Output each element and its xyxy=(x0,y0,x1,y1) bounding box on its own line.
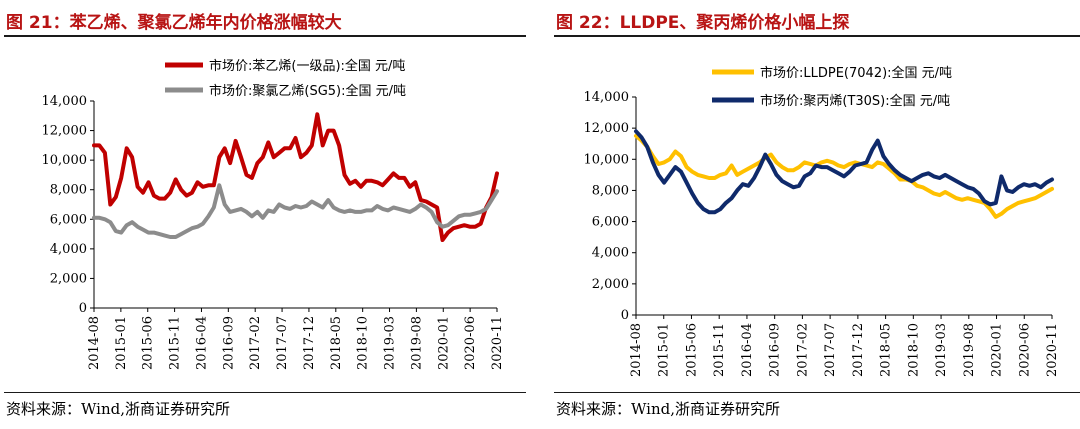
x-tick-label: 2015-11 xyxy=(712,323,727,377)
chart-plot-area: 0 2,000 4,000 6,000 8,000 10,000 12,000 14,000 2… xyxy=(584,65,1061,377)
y-tick-label: 4,000 xyxy=(50,242,87,257)
x-tick-label: 2020-06 xyxy=(463,316,478,370)
y-tick-label: 10,000 xyxy=(42,153,88,168)
x-tick-label: 2017-02 xyxy=(795,323,810,377)
title-rule xyxy=(554,35,1080,37)
x-tick-label: 2018-05 xyxy=(879,323,894,377)
source-rule xyxy=(4,392,526,393)
chart-panel-right: 图 22：LLDPE、聚丙烯价格小幅上探 0 2,000 4,000 6,000 8,0… xyxy=(550,0,1080,429)
source-rule xyxy=(554,392,1080,393)
y-tick-label: 14,000 xyxy=(42,94,88,109)
legend-label: 市场价:聚氯乙烯(SG5):全国 元/吨 xyxy=(209,83,406,99)
x-tick-label: 2014-08 xyxy=(87,316,102,370)
y-tick-label: 6,000 xyxy=(50,212,87,227)
x-tick-label: 2017-07 xyxy=(275,316,290,370)
y-tick-label: 8,000 xyxy=(50,183,87,198)
x-tick-label: 2020-11 xyxy=(1045,323,1060,377)
x-tick-label: 2015-01 xyxy=(114,316,129,370)
series-line-1 xyxy=(634,129,1054,215)
series-line-0 xyxy=(634,133,1054,219)
chart-title: 图 21：苯乙烯、聚氯乙烯年内价格涨幅较大 xyxy=(6,13,342,33)
y-tick-label: 6,000 xyxy=(592,215,629,230)
x-tick-label: 2017-07 xyxy=(823,323,838,377)
legend-label: 市场价:LLDPE(7042):全国 元/吨 xyxy=(760,65,952,81)
y-tick-label: 0 xyxy=(621,308,629,323)
x-tick-label: 2016-04 xyxy=(740,323,755,377)
x-tick-label: 2020-01 xyxy=(436,316,451,370)
x-tick-label: 2015-06 xyxy=(141,316,156,370)
chart-panel-left: 图 21：苯乙烯、聚氯乙烯年内价格涨幅较大 0 2,000 4,000 6,000 8,… xyxy=(0,0,530,429)
x-tick-label: 2017-12 xyxy=(851,323,866,377)
chart-plot-area: 0 2,000 4,000 6,000 8,000 10,000 12,000 14,000 2… xyxy=(42,58,506,370)
x-tick-label: 2020-06 xyxy=(1017,323,1032,377)
x-tick-label: 2017-12 xyxy=(302,316,317,370)
x-tick-label: 2019-08 xyxy=(962,323,977,377)
chart-title: 图 22：LLDPE、聚丙烯价格小幅上探 xyxy=(556,13,850,33)
y-tick-label: 14,000 xyxy=(584,90,630,105)
source-note: 资料来源：Wind,浙商证券研究所 xyxy=(556,400,780,418)
series-line-0 xyxy=(92,112,499,242)
x-tick-label: 2015-11 xyxy=(168,316,183,370)
y-tick-label: 2,000 xyxy=(50,271,87,286)
title-rule xyxy=(4,35,526,37)
x-tick-label: 2016-09 xyxy=(768,323,783,377)
x-tick-label: 2020-11 xyxy=(490,316,505,370)
x-tick-label: 2015-01 xyxy=(657,323,672,377)
source-note: 资料来源：Wind,浙商证券研究所 xyxy=(6,400,230,418)
x-tick-label: 2018-10 xyxy=(356,316,371,370)
y-tick-label: 0 xyxy=(79,301,87,316)
x-tick-label: 2017-02 xyxy=(248,316,263,370)
x-tick-label: 2016-09 xyxy=(221,316,236,370)
legend-label: 市场价:聚丙烯(T30S):全国 元/吨 xyxy=(760,93,950,109)
y-tick-label: 4,000 xyxy=(592,246,629,261)
x-tick-label: 2019-03 xyxy=(934,323,949,377)
x-tick-label: 2018-05 xyxy=(329,316,344,370)
y-tick-label: 8,000 xyxy=(592,183,629,198)
x-tick-label: 2019-03 xyxy=(383,316,398,370)
x-tick-label: 2016-04 xyxy=(194,316,209,370)
x-tick-label: 2020-01 xyxy=(990,323,1005,377)
y-tick-label: 10,000 xyxy=(584,152,630,167)
x-tick-label: 2015-06 xyxy=(684,323,699,377)
series-line-1 xyxy=(92,183,499,239)
x-tick-label: 2019-08 xyxy=(409,316,424,370)
y-tick-label: 12,000 xyxy=(42,124,88,139)
x-tick-label: 2014-08 xyxy=(629,323,644,377)
y-tick-label: 2,000 xyxy=(592,277,629,292)
y-tick-label: 12,000 xyxy=(584,121,630,136)
x-tick-label: 2018-10 xyxy=(906,323,921,377)
legend-label: 市场价:苯乙烯(一级品):全国 元/吨 xyxy=(209,58,405,74)
